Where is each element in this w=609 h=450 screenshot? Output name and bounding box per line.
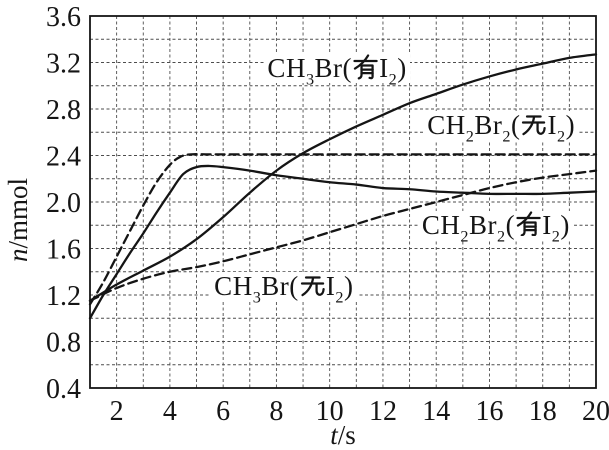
x-tick-10: 10 — [316, 396, 344, 427]
curve-ch3br-you-i2 — [88, 53, 598, 302]
curve-ch3br-wu-i2 — [88, 164, 598, 320]
y-tick-2.8: 2.8 — [46, 95, 81, 126]
plot-border — [89, 15, 597, 389]
x-tick-18: 18 — [529, 396, 557, 427]
curve-ch2br2-you-i2 — [88, 169, 598, 302]
y-tick-1.2: 1.2 — [46, 281, 81, 312]
grid-lines — [90, 16, 596, 388]
y-tick-1.6: 1.6 — [46, 235, 81, 266]
x-tick-12: 12 — [369, 396, 397, 427]
x-tick-2: 2 — [110, 396, 124, 427]
y-axis-title: n/mmol — [3, 178, 33, 262]
y-tick-0.4: 0.4 — [46, 374, 81, 405]
y-tick-2.4: 2.4 — [46, 142, 81, 173]
y-tick-3.2: 3.2 — [46, 49, 81, 80]
x-tick-16: 16 — [475, 396, 503, 427]
x-tick-6: 6 — [216, 396, 230, 427]
x-tick-14: 14 — [422, 396, 450, 427]
y-tick-0.8: 0.8 — [46, 328, 81, 359]
x-tick-20: 20 — [582, 396, 609, 427]
x-axis-title: t/s — [330, 420, 356, 450]
y-tick-2.0: 2.0 — [46, 188, 81, 219]
curve-ch2br2-wu-i2 — [88, 153, 598, 306]
y-tick-3.6: 3.6 — [46, 2, 81, 33]
x-tick-4: 4 — [163, 396, 177, 427]
x-tick-8: 8 — [269, 396, 283, 427]
